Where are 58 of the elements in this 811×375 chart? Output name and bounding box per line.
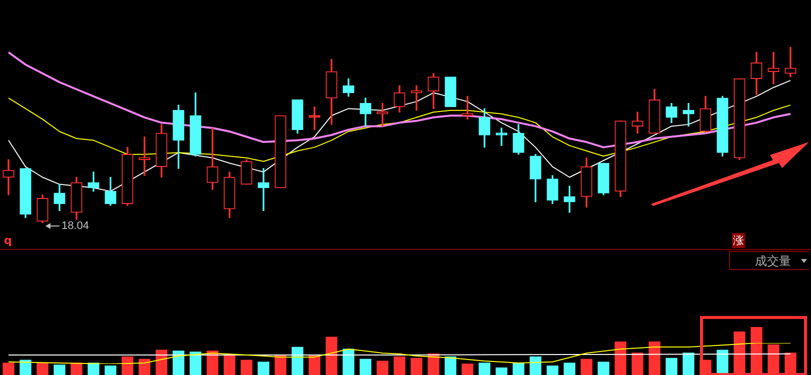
- bar: [292, 346, 304, 375]
- bar: [632, 352, 644, 375]
- bar: [360, 358, 372, 375]
- bar: [122, 356, 134, 375]
- bar: [410, 358, 422, 375]
- text: 涨: [733, 234, 744, 247]
- bar: [342, 348, 354, 375]
- bar: [274, 355, 286, 375]
- candlestick: [682, 102, 694, 127]
- bar: [394, 356, 406, 375]
- bar: [2, 362, 14, 375]
- bar: [240, 360, 252, 375]
- candlestick: [274, 115, 286, 188]
- text: 成交量: [755, 254, 791, 268]
- bar: [598, 362, 610, 375]
- bar: [54, 364, 66, 375]
- bar: [36, 362, 48, 375]
- text: q: [4, 234, 12, 247]
- candlestick: [2, 159, 14, 196]
- bar: [104, 366, 116, 375]
- bar: [308, 355, 320, 375]
- bar: [326, 336, 338, 375]
- bar: [138, 358, 150, 375]
- annotation: 18.04: [62, 220, 90, 232]
- bar: [462, 364, 474, 375]
- bar: [496, 367, 508, 375]
- bar: [224, 354, 236, 375]
- candlestick: [258, 168, 270, 212]
- bar: [768, 344, 780, 375]
- bar: [648, 342, 660, 375]
- bar: [682, 352, 694, 375]
- candlestick: [444, 76, 456, 108]
- bar: [530, 356, 542, 375]
- bar: [734, 331, 746, 375]
- bar: [614, 342, 626, 375]
- bar: [20, 360, 32, 375]
- bar: [258, 362, 270, 375]
- candlestick: [564, 186, 576, 213]
- bar: [206, 350, 218, 375]
- candlestick: [496, 128, 508, 146]
- bar: [666, 358, 678, 375]
- bar: [70, 362, 82, 375]
- bar: [376, 360, 388, 375]
- bar: [428, 354, 440, 375]
- bar: [444, 356, 456, 375]
- bar: [190, 352, 202, 375]
- bar: [784, 352, 796, 375]
- bar: [156, 350, 168, 375]
- bar: [546, 366, 558, 375]
- bar: [478, 362, 490, 375]
- candlestick: [768, 52, 780, 84]
- bar: [750, 327, 762, 375]
- bar: [512, 362, 524, 375]
- bar: [580, 358, 592, 375]
- bar: [172, 350, 184, 375]
- bar: [564, 362, 576, 375]
- bar: [88, 362, 100, 375]
- candlestick: [784, 47, 796, 78]
